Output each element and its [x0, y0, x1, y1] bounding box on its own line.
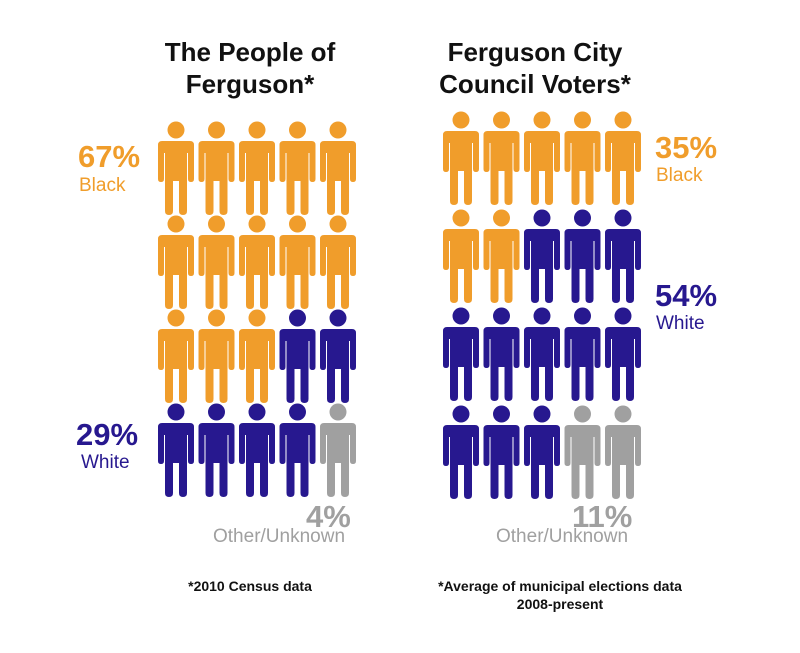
- person-icon-right-black: [524, 111, 560, 205]
- left-chart-title-line1: The People of: [164, 37, 336, 67]
- person-icon-left-white: [198, 403, 235, 497]
- right-white-label: White: [656, 313, 705, 334]
- person-icon-right-white: [524, 405, 560, 499]
- right-footnote-line1: *Average of municipal elections data: [438, 578, 682, 594]
- person-icon-right-black: [483, 209, 520, 303]
- person-icon-right-black: [605, 111, 641, 205]
- left-black-percent: 67%: [78, 139, 141, 174]
- person-icon-left-black: [239, 215, 275, 309]
- person-icon-left-black: [239, 309, 275, 403]
- left-chart-title-line2: Ferguson*: [185, 69, 315, 99]
- right-other-percent: 11%: [572, 499, 633, 534]
- person-icon-left-black: [320, 121, 356, 215]
- person-icon-right-white: [443, 307, 479, 401]
- person-icon-right-black: [564, 111, 601, 205]
- person-icon-right-white: [605, 307, 641, 401]
- left-other-percent: 4%: [306, 499, 351, 534]
- person-icon-left-black: [279, 215, 316, 309]
- right-footnote: *Average of municipal elections data 200…: [400, 577, 720, 613]
- person-icon-right-white: [524, 307, 560, 401]
- right-white-percent: 54%: [655, 278, 718, 313]
- person-icon-right-white: [524, 209, 560, 303]
- right-chart-title-line2: Council Voters*: [439, 69, 631, 99]
- left-chart-title: The People of Ferguson*: [145, 36, 355, 100]
- right-black-label: Black: [656, 165, 703, 186]
- person-icon-left-white: [279, 309, 316, 403]
- person-icon-left-black: [158, 121, 194, 215]
- right-footnote-line2: 2008-present: [516, 596, 604, 612]
- person-icon-left-black: [239, 121, 275, 215]
- person-icon-left-black: [158, 215, 194, 309]
- person-icon-right-white: [605, 209, 641, 303]
- right-black-percent: 35%: [655, 130, 718, 165]
- person-icon-left-black: [198, 215, 235, 309]
- person-icon-left-black: [198, 121, 235, 215]
- left-other-label: Other/Unknown: [213, 526, 346, 547]
- person-icon-right-black: [443, 111, 479, 205]
- person-icon-left-black: [279, 121, 316, 215]
- person-icon-left-white: [279, 403, 316, 497]
- person-icon-left-other: [320, 403, 356, 497]
- person-icon-right-white: [483, 405, 520, 499]
- person-icon-right-other: [564, 405, 601, 499]
- person-icon-right-white: [443, 405, 479, 499]
- person-icon-left-white: [320, 309, 356, 403]
- person-icon-right-white: [564, 209, 601, 303]
- right-chart-title: Ferguson City Council Voters*: [430, 36, 640, 100]
- person-icon-right-black: [483, 111, 520, 205]
- left-white-label: White: [81, 452, 130, 473]
- left-footnote: *2010 Census data: [188, 578, 312, 594]
- person-icon-left-black: [198, 309, 235, 403]
- right-chart-title-line1: Ferguson City: [447, 37, 623, 67]
- person-icon-right-other: [605, 405, 641, 499]
- person-icon-left-white: [239, 403, 275, 497]
- person-icon-left-black: [320, 215, 356, 309]
- left-black-label: Black: [79, 175, 126, 196]
- person-icon-right-black: [443, 209, 479, 303]
- person-icon-left-white: [158, 403, 194, 497]
- person-icon-right-white: [483, 307, 520, 401]
- left-white-percent: 29%: [76, 417, 139, 452]
- person-icon-right-white: [564, 307, 601, 401]
- right-other-label: Other/Unknown: [496, 526, 629, 547]
- person-icon-left-black: [158, 309, 194, 403]
